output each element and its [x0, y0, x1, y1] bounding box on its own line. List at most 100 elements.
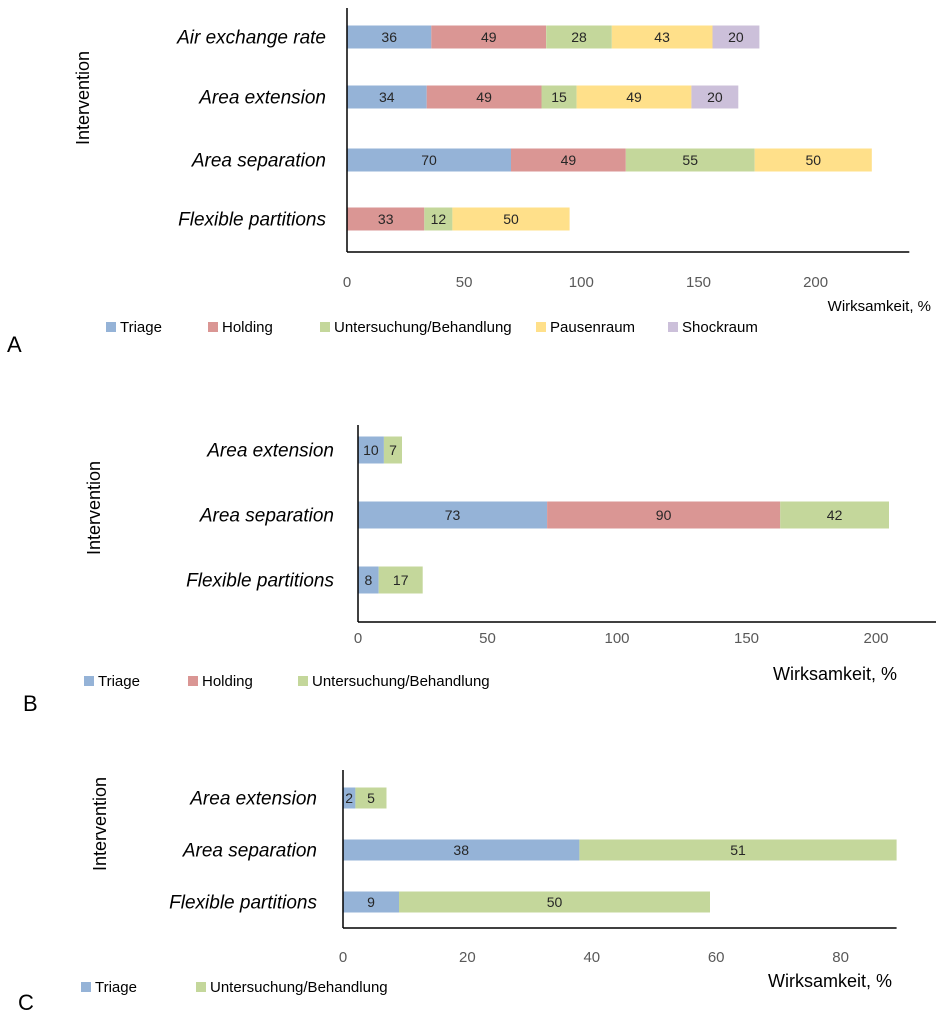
pc-data-label-flexible-partitions-untersuchung-behandlung: 50 — [547, 894, 563, 910]
pa-bar-area-separation-pausenraum — [754, 148, 872, 172]
pa-bar-area-extension-untersuchung-behandlung — [541, 85, 577, 109]
pa-bar-flexible-partitions-pausenraum — [452, 207, 570, 231]
pb-category-label: Area extension — [206, 441, 334, 462]
pc-bar-area-extension-triage — [343, 787, 356, 809]
pb-x-tick-label: 150 — [734, 630, 759, 647]
pa-data-label-area-extension-shockraum: 20 — [707, 89, 723, 105]
pa-y-axis-title: Intervention — [73, 51, 93, 145]
pb-data-label-flexible-partitions-untersuchung-behandlung: 17 — [393, 572, 409, 588]
pb-bar-area-extension-untersuchung-behandlung — [383, 436, 402, 464]
pa-bar-flexible-partitions-holding — [347, 207, 425, 231]
pb-bar-area-extension-triage — [358, 436, 384, 464]
pc-data-label-area-extension-untersuchung-behandlung: 5 — [367, 790, 375, 806]
pc-bar-flexible-partitions-untersuchung-behandlung — [399, 891, 710, 913]
pa-bar-area-extension-pausenraum — [576, 85, 692, 109]
pb-bar-flexible-partitions-triage — [358, 566, 379, 594]
pa-category-label: Area extension — [198, 88, 326, 109]
pa-data-label-flexible-partitions-pausenraum: 50 — [503, 211, 519, 227]
pb-legend-swatch-triage — [84, 676, 94, 686]
pb-bar-area-separation-triage — [358, 501, 548, 529]
pc-x-tick-label: 40 — [583, 949, 600, 966]
pb-x-tick-label: 100 — [604, 630, 629, 647]
pa-data-label-air-exchange-rate-holding: 49 — [481, 29, 497, 45]
pc-x-tick-label: 80 — [832, 949, 849, 966]
pa-x-axis-title: Wirksamkeit, % — [828, 298, 931, 315]
pb-legend-swatch-holding — [188, 676, 198, 686]
pb-bar-area-separation-untersuchung-behandlung — [780, 501, 889, 529]
pa-data-label-area-extension-triage: 34 — [379, 89, 395, 105]
pa-bar-area-extension-triage — [347, 85, 427, 109]
pa-bar-area-extension-holding — [426, 85, 542, 109]
pa-category-label: Air exchange rate — [176, 28, 326, 49]
pb-data-label-area-separation-untersuchung-behandlung: 42 — [827, 507, 843, 523]
pa-panel-label: A — [7, 332, 22, 357]
pb-x-tick-label: 50 — [479, 630, 496, 647]
pa-data-label-air-exchange-rate-untersuchung-behandlung: 28 — [571, 29, 587, 45]
pa-x-tick-label: 100 — [569, 274, 594, 291]
pc-category-label: Area extension — [189, 789, 317, 810]
pa-bar-air-exchange-rate-untersuchung-behandlung — [546, 25, 612, 49]
pc-legend-swatch-triage — [81, 982, 91, 992]
pa-legend-label-pausenraum: Pausenraum — [550, 319, 635, 336]
pa-data-label-area-extension-untersuchung-behandlung: 15 — [551, 89, 567, 105]
pa-legend-swatch-untersuchung-behandlung — [320, 322, 330, 332]
pb-data-label-area-extension-triage: 10 — [363, 442, 379, 458]
pb-x-tick-label: 200 — [863, 630, 888, 647]
pc-legend-swatch-untersuchung-behandlung — [196, 982, 206, 992]
pb-legend-label-triage: Triage — [98, 673, 140, 690]
pc-bar-flexible-partitions-triage — [343, 891, 399, 913]
pa-bar-air-exchange-rate-holding — [431, 25, 547, 49]
pa-legend-swatch-holding — [208, 322, 218, 332]
pa-legend-swatch-pausenraum — [536, 322, 546, 332]
pa-x-tick-label: 50 — [456, 274, 473, 291]
pc-data-label-area-separation-triage: 38 — [453, 842, 469, 858]
pc-bar-area-separation-untersuchung-behandlung — [579, 839, 897, 861]
pb-category-label: Flexible partitions — [186, 571, 334, 592]
pb-x-axis-title: Wirksamkeit, % — [773, 664, 897, 684]
pb-panel-label: B — [23, 691, 38, 716]
pc-panel-label: C — [18, 990, 34, 1010]
pc-data-label-flexible-partitions-triage: 9 — [367, 894, 375, 910]
pa-category-label: Area separation — [191, 151, 326, 172]
pa-bar-area-separation-holding — [511, 148, 626, 172]
pc-bar-area-extension-untersuchung-behandlung — [355, 787, 387, 809]
pa-legend-label-holding: Holding — [222, 319, 273, 336]
pa-bar-air-exchange-rate-pausenraum — [611, 25, 713, 49]
pa-legend-label-triage: Triage — [120, 319, 162, 336]
pa-bar-air-exchange-rate-triage — [347, 25, 432, 49]
pa-data-label-flexible-partitions-untersuchung-behandlung: 12 — [431, 211, 447, 227]
pb-legend-label-untersuchung-behandlung: Untersuchung/Behandlung — [312, 673, 490, 690]
pa-data-label-air-exchange-rate-pausenraum: 43 — [654, 29, 670, 45]
pa-data-label-area-extension-holding: 49 — [476, 89, 492, 105]
pa-data-label-area-separation-untersuchung-behandlung: 55 — [682, 152, 698, 168]
pb-x-tick-label: 0 — [354, 630, 362, 647]
pb-bar-flexible-partitions-untersuchung-behandlung — [378, 566, 423, 594]
pa-legend-swatch-shockraum — [668, 322, 678, 332]
pa-bar-area-separation-untersuchung-behandlung — [625, 148, 755, 172]
pa-legend-swatch-triage — [106, 322, 116, 332]
pb-category-label: Area separation — [199, 506, 334, 527]
pc-category-label: Area separation — [182, 841, 317, 862]
pa-data-label-area-separation-pausenraum: 50 — [806, 152, 822, 168]
pa-bar-flexible-partitions-untersuchung-behandlung — [424, 207, 453, 231]
pb-data-label-area-separation-triage: 73 — [445, 507, 461, 523]
pa-x-tick-label: 0 — [343, 274, 351, 291]
pc-x-tick-label: 20 — [459, 949, 476, 966]
pb-legend-label-holding: Holding — [202, 673, 253, 690]
pa-bar-air-exchange-rate-shockraum — [712, 25, 760, 49]
pa-x-tick-label: 200 — [803, 274, 828, 291]
pb-data-label-area-extension-untersuchung-behandlung: 7 — [389, 442, 397, 458]
pc-bar-area-separation-triage — [343, 839, 580, 861]
pa-x-tick-label: 150 — [686, 274, 711, 291]
pb-legend-swatch-untersuchung-behandlung — [298, 676, 308, 686]
pa-data-label-flexible-partitions-holding: 33 — [378, 211, 394, 227]
pa-legend-label-untersuchung-behandlung: Untersuchung/Behandlung — [334, 319, 512, 336]
pc-y-axis-title: Intervention — [90, 777, 110, 871]
pb-data-label-area-separation-holding: 90 — [656, 507, 672, 523]
pa-data-label-area-extension-pausenraum: 49 — [626, 89, 642, 105]
pc-category-label: Flexible partitions — [169, 893, 317, 914]
pa-category-label: Flexible partitions — [178, 210, 326, 231]
pb-bar-area-separation-holding — [547, 501, 781, 529]
